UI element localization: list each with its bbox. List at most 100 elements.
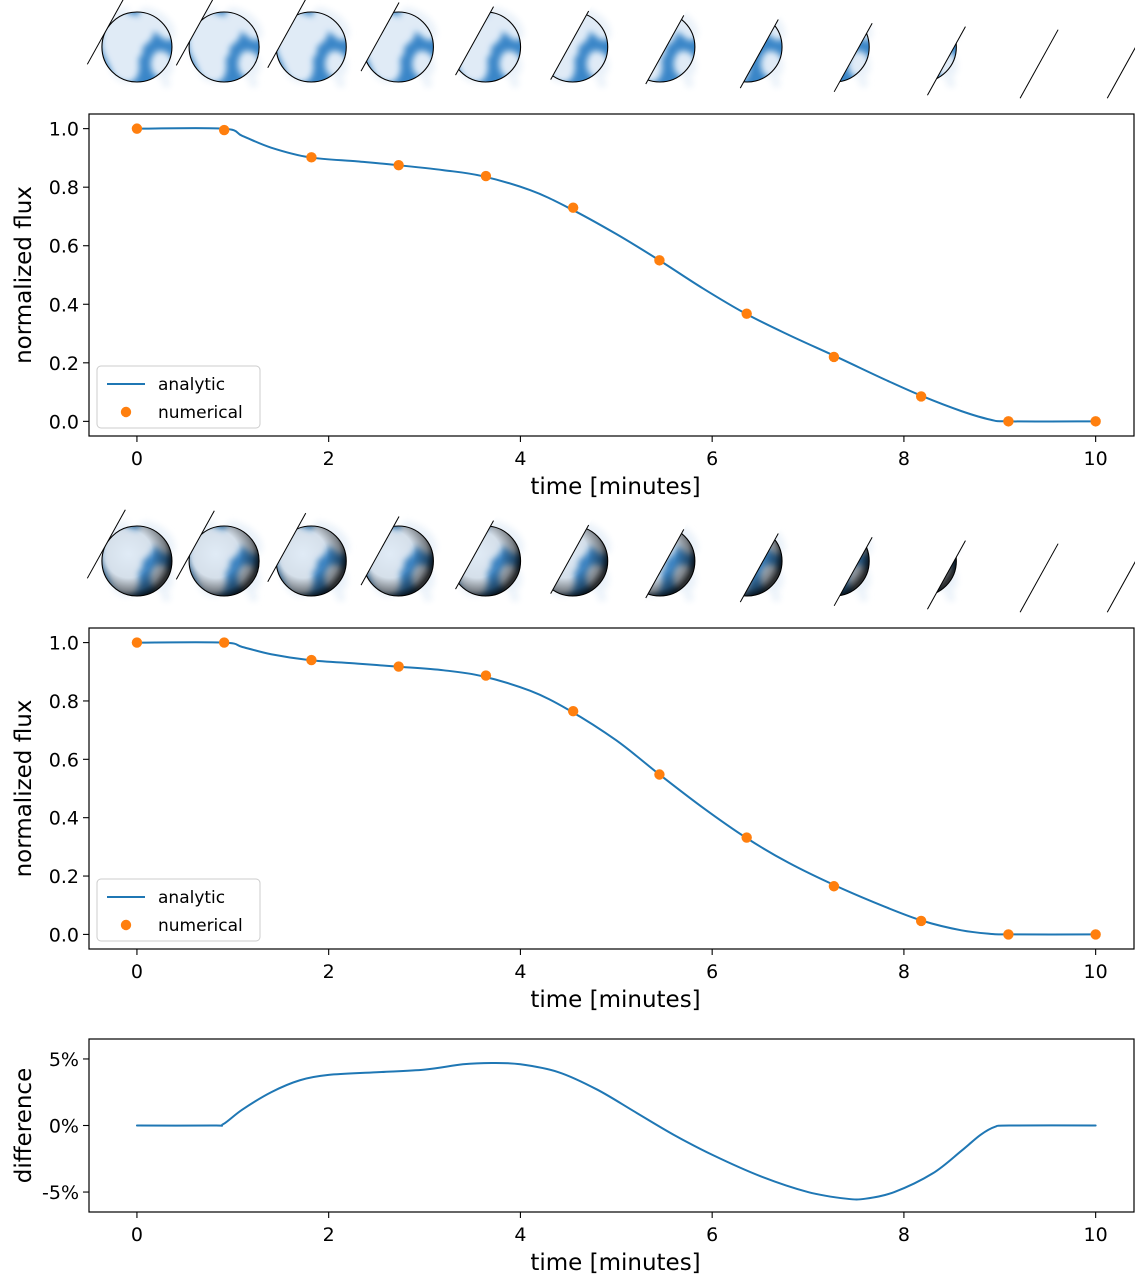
numerical-point [1003, 929, 1014, 940]
planet-phase-icon [797, 521, 873, 607]
x-tick-label: 8 [898, 448, 910, 470]
numerical-point [131, 637, 143, 648]
terminator-line [455, 520, 494, 590]
numerical-point [654, 255, 665, 266]
numerical-point [567, 705, 579, 717]
axes-frame [88, 113, 1135, 437]
numerical-point [131, 123, 143, 134]
planet-phase-icon [536, 7, 611, 88]
legend-swatch-numerical [120, 919, 132, 931]
legend-label-analytic: analytic [158, 888, 225, 908]
numerical-point [393, 160, 404, 171]
x-tick-label: 4 [514, 1224, 526, 1246]
planet-phase-icon [449, 6, 524, 88]
x-tick-label: 10 [1084, 961, 1108, 983]
y-tick-label: 5% [49, 1049, 79, 1071]
flux-panel-flat: 0 2 4 6 8 10 0.0 0.2 0.4 0.6 0.8 1.0 time [minutes] n… [11, 0, 1135, 500]
numerical-point [306, 152, 317, 163]
planet-phase-icon [710, 521, 786, 603]
x-tick-label: 6 [706, 1224, 718, 1246]
x-tick-label: 8 [898, 1224, 910, 1246]
planet-phase-icon [1019, 543, 1059, 613]
y-tick-label: 0.0 [49, 924, 79, 946]
y-tick-label: 0.8 [49, 177, 79, 199]
terminator-line [175, 0, 214, 66]
terminator-line [833, 536, 873, 607]
y-tick-label: 0.2 [49, 866, 79, 888]
terminator-line [175, 510, 215, 580]
terminator-line [645, 15, 685, 85]
y-tick-label: 0.6 [49, 236, 79, 258]
numerical-point [393, 661, 404, 672]
planet-phase-icon [1106, 561, 1135, 613]
terminator-line [86, 509, 126, 579]
x-tick-label: 2 [323, 1224, 335, 1246]
numerical-point [1090, 416, 1101, 427]
x-tick-label: 10 [1084, 1224, 1108, 1246]
x-axis-title: time [minutes] [530, 474, 700, 500]
terminator-line [267, 512, 307, 582]
difference-line [135, 1061, 1097, 1201]
numerical-point [741, 832, 752, 843]
legend-label-numerical: numerical [158, 403, 243, 423]
numerical-point [828, 351, 840, 363]
terminator-line [455, 6, 494, 76]
y-tick-label: 0.8 [49, 691, 79, 713]
terminator-line [645, 529, 685, 599]
numerical-point [567, 202, 579, 213]
legend-swatch-numerical [120, 406, 132, 418]
legend: analytic numerical [96, 365, 261, 429]
x-tick-label: 4 [514, 961, 526, 983]
numerical-point [306, 654, 317, 666]
terminator-line [1019, 543, 1059, 613]
x-tick-label: 10 [1084, 448, 1108, 470]
terminator-line [1106, 561, 1135, 613]
numerical-point [1090, 929, 1101, 940]
y-tick-label: 0.0 [49, 411, 79, 433]
y-axis-title: difference [11, 1068, 37, 1183]
planet-thumbnails [86, 0, 1135, 99]
planet-thumbnails [86, 509, 1135, 613]
terminator-line [739, 19, 779, 89]
terminator-line [267, 0, 306, 68]
y-tick-label: 1.0 [49, 119, 79, 141]
planet-phase-icon [175, 510, 263, 602]
y-tick-label: 0.4 [49, 808, 79, 830]
legend-label-analytic: analytic [158, 375, 225, 395]
numerical-point [828, 881, 840, 892]
terminator-line [86, 0, 124, 65]
planet-phase-icon [175, 0, 263, 88]
axes-frame [88, 1038, 1135, 1213]
terminator-line [833, 22, 873, 93]
terminator-line [360, 516, 400, 586]
flux-panel-limb-darkened: 0 2 4 6 8 10 0.0 0.2 0.4 0.6 0.8 1.0 time [minutes] n… [11, 509, 1135, 1013]
numerical-point [654, 769, 665, 780]
planet-phase-icon [360, 516, 437, 602]
numerical-point [915, 915, 927, 927]
numerical-point [218, 637, 230, 648]
y-tick-label: -5% [42, 1182, 79, 1204]
x-tick-label: 0 [131, 448, 143, 470]
difference-panel: 0 2 4 6 8 10 -5% 0% 5% time [minutes] difference [11, 1038, 1135, 1276]
x-tick-label: 6 [706, 448, 718, 470]
numerical-point [915, 391, 927, 402]
planet-phase-icon [885, 7, 966, 96]
planet-phase-icon [885, 521, 966, 610]
planet-phase-icon [536, 521, 611, 602]
x-tick-label: 0 [131, 961, 143, 983]
y-tick-label: 0.4 [49, 294, 79, 316]
x-tick-label: 2 [323, 448, 335, 470]
y-tick-label: 0% [49, 1116, 79, 1138]
planet-phase-icon [449, 520, 524, 602]
legend: analytic numerical [96, 878, 261, 942]
numerical-point [480, 170, 492, 182]
y-tick-label: 0.6 [49, 749, 79, 771]
planet-phase-icon [86, 509, 176, 602]
x-axis-title: time [minutes] [530, 987, 700, 1013]
legend-box [96, 365, 261, 429]
x-tick-label: 6 [706, 961, 718, 983]
planet-phase-icon [360, 2, 437, 88]
terminator-line [739, 533, 779, 603]
numerical-point [741, 308, 752, 319]
planet-phase-icon [797, 7, 873, 93]
